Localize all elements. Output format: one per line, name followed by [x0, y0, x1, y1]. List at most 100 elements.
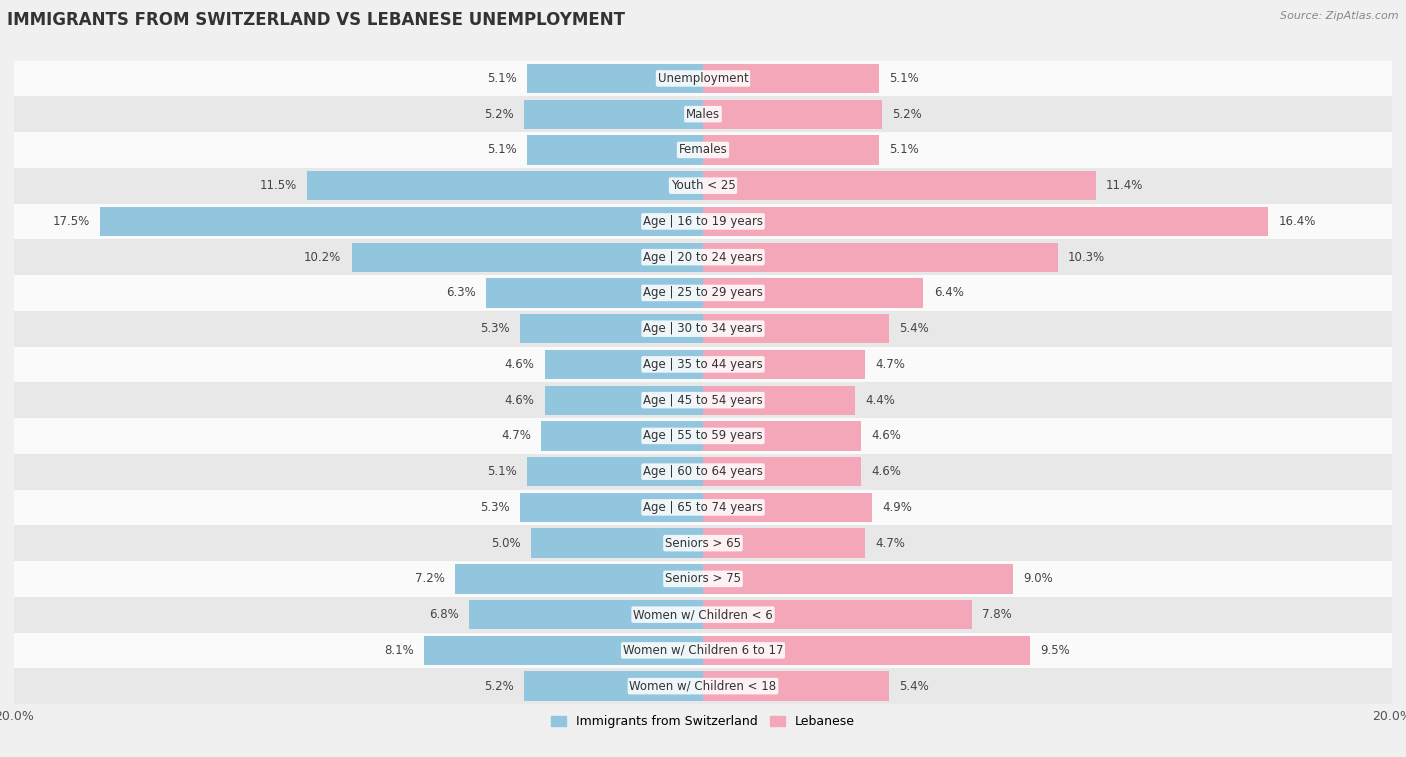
- Text: 4.6%: 4.6%: [505, 358, 534, 371]
- Text: Youth < 25: Youth < 25: [671, 179, 735, 192]
- Bar: [703, 528, 865, 558]
- Text: 8.1%: 8.1%: [384, 644, 413, 657]
- Text: 6.4%: 6.4%: [934, 286, 963, 300]
- Bar: [703, 171, 1095, 201]
- Text: Unemployment: Unemployment: [658, 72, 748, 85]
- Text: 17.5%: 17.5%: [52, 215, 90, 228]
- Bar: [14, 525, 1392, 561]
- Text: 5.3%: 5.3%: [481, 501, 510, 514]
- Bar: [531, 528, 703, 558]
- Bar: [703, 64, 879, 93]
- Text: Age | 16 to 19 years: Age | 16 to 19 years: [643, 215, 763, 228]
- Text: 9.0%: 9.0%: [1024, 572, 1053, 585]
- Text: 4.7%: 4.7%: [875, 358, 905, 371]
- Bar: [307, 171, 703, 201]
- Bar: [703, 99, 882, 129]
- Bar: [527, 136, 703, 164]
- Bar: [14, 668, 1392, 704]
- Bar: [544, 385, 703, 415]
- Bar: [14, 61, 1392, 96]
- Bar: [703, 636, 1031, 665]
- Text: Women w/ Children < 18: Women w/ Children < 18: [630, 680, 776, 693]
- Bar: [14, 418, 1392, 453]
- Text: Females: Females: [679, 143, 727, 157]
- Bar: [14, 633, 1392, 668]
- Text: 4.9%: 4.9%: [882, 501, 912, 514]
- Text: 5.2%: 5.2%: [893, 107, 922, 120]
- Bar: [456, 564, 703, 593]
- Text: Age | 45 to 54 years: Age | 45 to 54 years: [643, 394, 763, 407]
- Text: 4.6%: 4.6%: [872, 429, 901, 442]
- Text: 5.3%: 5.3%: [481, 322, 510, 335]
- Text: 7.8%: 7.8%: [981, 608, 1012, 621]
- Text: 5.0%: 5.0%: [491, 537, 520, 550]
- Bar: [14, 96, 1392, 132]
- Text: Age | 60 to 64 years: Age | 60 to 64 years: [643, 465, 763, 478]
- Text: 5.2%: 5.2%: [484, 680, 513, 693]
- Text: Age | 30 to 34 years: Age | 30 to 34 years: [643, 322, 763, 335]
- Text: 5.4%: 5.4%: [900, 322, 929, 335]
- Bar: [468, 600, 703, 629]
- Bar: [14, 382, 1392, 418]
- Bar: [520, 493, 703, 522]
- Bar: [703, 493, 872, 522]
- Text: Seniors > 65: Seniors > 65: [665, 537, 741, 550]
- Bar: [703, 671, 889, 701]
- Bar: [14, 561, 1392, 597]
- Text: 4.6%: 4.6%: [505, 394, 534, 407]
- Text: 4.7%: 4.7%: [501, 429, 531, 442]
- Bar: [352, 242, 703, 272]
- Text: 4.6%: 4.6%: [872, 465, 901, 478]
- Text: Women w/ Children 6 to 17: Women w/ Children 6 to 17: [623, 644, 783, 657]
- Text: 16.4%: 16.4%: [1278, 215, 1316, 228]
- Bar: [703, 279, 924, 307]
- Bar: [14, 453, 1392, 490]
- Text: Seniors > 75: Seniors > 75: [665, 572, 741, 585]
- Text: 7.2%: 7.2%: [415, 572, 444, 585]
- Bar: [703, 350, 865, 379]
- Bar: [703, 457, 862, 486]
- Text: 11.5%: 11.5%: [259, 179, 297, 192]
- Bar: [14, 347, 1392, 382]
- Bar: [527, 64, 703, 93]
- Bar: [14, 275, 1392, 311]
- Bar: [14, 168, 1392, 204]
- Bar: [703, 600, 972, 629]
- Bar: [703, 242, 1057, 272]
- Bar: [703, 385, 855, 415]
- Bar: [14, 132, 1392, 168]
- Text: Males: Males: [686, 107, 720, 120]
- Bar: [524, 671, 703, 701]
- Text: 9.5%: 9.5%: [1040, 644, 1070, 657]
- Text: 5.1%: 5.1%: [889, 143, 918, 157]
- Text: Age | 20 to 24 years: Age | 20 to 24 years: [643, 251, 763, 263]
- Bar: [524, 99, 703, 129]
- Bar: [14, 490, 1392, 525]
- Bar: [544, 350, 703, 379]
- Text: 10.3%: 10.3%: [1069, 251, 1105, 263]
- Text: 5.2%: 5.2%: [484, 107, 513, 120]
- Bar: [520, 314, 703, 344]
- Bar: [703, 564, 1012, 593]
- Text: 4.4%: 4.4%: [865, 394, 894, 407]
- Text: 5.1%: 5.1%: [488, 465, 517, 478]
- Text: Source: ZipAtlas.com: Source: ZipAtlas.com: [1281, 11, 1399, 21]
- Text: 5.1%: 5.1%: [488, 143, 517, 157]
- Bar: [100, 207, 703, 236]
- Bar: [703, 207, 1268, 236]
- Bar: [703, 314, 889, 344]
- Bar: [541, 421, 703, 450]
- Bar: [14, 597, 1392, 633]
- Bar: [425, 636, 703, 665]
- Text: 11.4%: 11.4%: [1107, 179, 1143, 192]
- Text: IMMIGRANTS FROM SWITZERLAND VS LEBANESE UNEMPLOYMENT: IMMIGRANTS FROM SWITZERLAND VS LEBANESE …: [7, 11, 626, 30]
- Bar: [703, 136, 879, 164]
- Text: Age | 25 to 29 years: Age | 25 to 29 years: [643, 286, 763, 300]
- Text: 5.1%: 5.1%: [488, 72, 517, 85]
- Bar: [14, 311, 1392, 347]
- Text: Age | 55 to 59 years: Age | 55 to 59 years: [643, 429, 763, 442]
- Text: 6.3%: 6.3%: [446, 286, 475, 300]
- Text: Age | 35 to 44 years: Age | 35 to 44 years: [643, 358, 763, 371]
- Bar: [527, 457, 703, 486]
- Text: Age | 65 to 74 years: Age | 65 to 74 years: [643, 501, 763, 514]
